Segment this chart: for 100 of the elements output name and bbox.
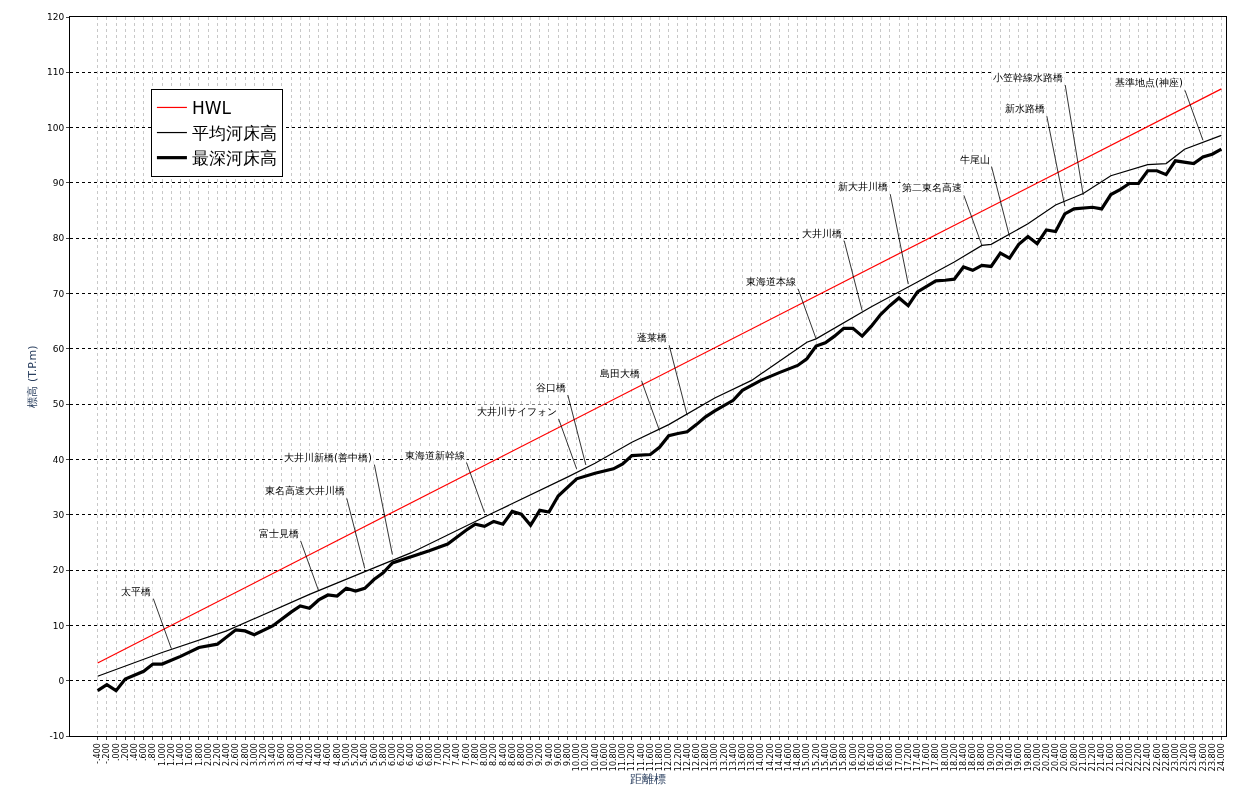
x-tick-label: 12.600 — [691, 743, 701, 772]
x-tick-label: 5.600 — [369, 743, 379, 767]
x-tick-label: 13.400 — [728, 743, 738, 772]
x-tick-label: 16.400 — [866, 743, 876, 772]
annotation: 大井川新橋(善中橋) — [284, 452, 372, 463]
x-tick-label: 1.800 — [194, 743, 204, 767]
x-tick-label: 1.600 — [185, 743, 195, 767]
x-tick-label: 1.400 — [176, 743, 186, 767]
x-tick-label: 22.400 — [1143, 743, 1153, 772]
annotation: 牛尾山 — [960, 154, 990, 165]
legend-label: HWL — [191, 98, 232, 119]
x-tick-label: 7.400 — [452, 743, 462, 767]
x-tick-label: 11.200 — [627, 743, 637, 772]
annotation: 太平橋 — [121, 586, 151, 597]
x-tick-label: 20.800 — [1069, 743, 1079, 772]
x-tick-label: 18.200 — [949, 743, 959, 772]
x-tick-label: -.200 — [102, 743, 112, 764]
y-tick-label: 60 — [52, 344, 65, 354]
x-tick-label: 18.400 — [959, 743, 969, 772]
x-tick-label: 8.400 — [498, 743, 508, 767]
annotation: 小笠幹線水路橋 — [993, 72, 1063, 83]
x-tick-label: 5.000 — [341, 743, 351, 767]
x-tick-label: 18.800 — [977, 743, 987, 772]
x-tick-label: 21.400 — [1097, 743, 1107, 772]
x-tick-label: 5.400 — [360, 743, 370, 767]
x-tick-label: 6.600 — [415, 743, 425, 767]
x-tick-label: 10.000 — [572, 743, 582, 772]
x-tick-label: 12.200 — [673, 743, 683, 772]
x-tick-label: 10.200 — [581, 743, 591, 772]
x-tick-label: 21.800 — [1115, 743, 1125, 772]
x-tick-label: 22.200 — [1134, 743, 1144, 772]
x-tick-label: 21.600 — [1106, 743, 1116, 772]
x-tick-label: 6.800 — [424, 743, 434, 767]
x-tick-label: 11.600 — [645, 743, 655, 772]
x-tick-label: 8.600 — [507, 743, 517, 767]
x-tick-label: 9.000 — [526, 743, 536, 767]
x-tick-label: 8.200 — [489, 743, 499, 767]
x-tick-label: 9.400 — [544, 743, 554, 767]
x-tick-label: 7.800 — [470, 743, 480, 767]
x-tick-label: 16.200 — [857, 743, 867, 772]
x-tick-label: 11.000 — [618, 743, 628, 772]
y-tick-label: 70 — [52, 288, 65, 299]
annotation: 基準地点(神座) — [1115, 77, 1183, 88]
x-tick-label: 11.400 — [636, 743, 646, 772]
y-tick-label: 30 — [52, 509, 65, 520]
x-tick-label: 10.800 — [609, 743, 619, 772]
x-tick-label: 3.000 — [249, 743, 259, 767]
y-tick-label: 120 — [47, 12, 65, 23]
x-tick-label: 15.000 — [802, 743, 812, 772]
x-tick-label: 9.800 — [563, 743, 572, 767]
x-tick-label: 2.000 — [203, 743, 213, 767]
x-tick-label: 6.400 — [406, 743, 416, 767]
x-tick-label: 8.000 — [480, 743, 490, 767]
x-tick-label: 17.200 — [903, 743, 913, 772]
x-tick-label: 8.800 — [516, 743, 526, 767]
x-tick-label: 17.400 — [913, 743, 923, 772]
x-tick-label: 10.400 — [590, 743, 600, 772]
annotation: 谷口橋 — [536, 382, 566, 393]
annotation: 東名高速大井川橋 — [265, 485, 345, 496]
x-tick-label: 23.400 — [1189, 743, 1199, 772]
legend-label: 平均河床高 — [191, 123, 277, 144]
x-tick-label: 15.200 — [811, 743, 821, 772]
x-tick-label: 9.600 — [553, 743, 563, 767]
x-tick-label: 19.600 — [1014, 743, 1024, 772]
legend-label: 最深河床高 — [191, 148, 277, 169]
x-tick-label: 4.200 — [305, 743, 315, 767]
x-tick-label: 24.000 — [1216, 743, 1226, 772]
x-tick-label: 13.200 — [719, 743, 729, 772]
x-tick-label: 17.600 — [922, 743, 932, 772]
x-tick-label: 4.600 — [323, 743, 333, 767]
x-tick-label: 2.200 — [212, 743, 222, 767]
x-tick-label: 12.400 — [682, 743, 692, 772]
x-tick-label: 23.000 — [1170, 743, 1180, 772]
y-tick-label: 110 — [47, 67, 65, 78]
x-tick-label: 20.400 — [1051, 743, 1061, 772]
x-tick-label: 13.600 — [738, 743, 748, 772]
x-tick-label: 4.400 — [314, 743, 324, 767]
annotation: 島田大橋 — [600, 368, 640, 379]
x-tick-label: 17.800 — [931, 743, 941, 772]
x-tick-label: 18.600 — [968, 743, 978, 772]
x-tick-label: 4.000 — [295, 743, 305, 767]
x-tick-label: 15.400 — [820, 743, 830, 772]
x-tick-label: 3.200 — [259, 743, 269, 767]
x-tick-label: 22.600 — [1152, 743, 1162, 772]
x-tick-label: 5.800 — [378, 743, 388, 767]
x-tick-label: 15.800 — [839, 743, 849, 772]
x-tick-label: 1.000 — [157, 743, 167, 767]
x-tick-label: 3.400 — [268, 743, 278, 767]
x-tick-label: 3.600 — [277, 743, 287, 767]
x-tick-label: 22.800 — [1161, 743, 1171, 772]
x-tick-label: .400 — [130, 743, 140, 762]
x-tick-label: 1.200 — [166, 743, 176, 767]
annotation: 第二東名高速 — [902, 182, 962, 193]
y-axis-title: 標高 (T.P.m) — [25, 345, 39, 408]
annotation: 蓬莱橋 — [637, 332, 667, 343]
y-tick-label: 40 — [52, 454, 65, 465]
x-tick-label: 16.800 — [885, 743, 895, 772]
x-tick-label: 9.200 — [535, 743, 545, 767]
x-tick-label: 23.800 — [1207, 743, 1217, 772]
x-tick-label: 16.600 — [876, 743, 886, 772]
